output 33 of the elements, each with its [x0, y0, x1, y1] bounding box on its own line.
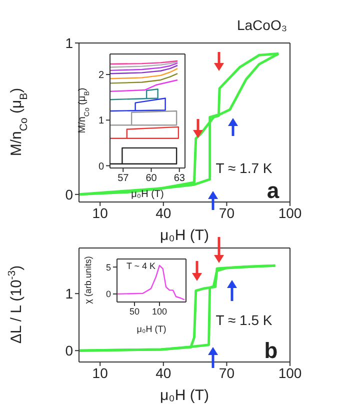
- y-tick-label: 1: [65, 34, 74, 51]
- y-tick-label: 5: [106, 262, 111, 272]
- x-axis-title: μ₀H (T): [160, 227, 210, 244]
- annotation: T ~ 4 K: [126, 261, 156, 271]
- y-tick-label: 0: [98, 161, 104, 172]
- x-tick-label: 60: [146, 173, 158, 184]
- text: LaCoO₃: [236, 17, 288, 33]
- y-tick-label: 0: [106, 289, 111, 300]
- x-tick-label: 40: [156, 204, 172, 221]
- x-tick-label: 40: [156, 364, 172, 381]
- x-tick-label: 50: [129, 306, 140, 316]
- y-tick-label: 2: [98, 70, 104, 82]
- y-tick-label: 1: [65, 286, 74, 302]
- annotation: b: [264, 338, 278, 363]
- annotation: a: [266, 178, 280, 203]
- x-tick-label: 100: [278, 204, 302, 221]
- y-tick-label: 0: [65, 342, 74, 359]
- x-tick-label: 10: [92, 364, 108, 381]
- y-tick-label: 1: [98, 116, 104, 127]
- x-tick-label: 57: [118, 173, 130, 184]
- y-tick-label: 0: [65, 186, 74, 202]
- annotation: T ≈ 1.5 K: [216, 312, 273, 328]
- x-tick-label: 100: [152, 306, 168, 316]
- x-axis-title: μ₀H (T): [160, 387, 210, 404]
- x-tick-label: 100: [278, 364, 302, 381]
- x-axis-title: μ₀H (T): [131, 189, 164, 200]
- x-tick-label: 70: [218, 364, 235, 381]
- annotation: T ≈ 1.7 K: [216, 160, 273, 176]
- y-axis-title: χ (arb.units): [83, 256, 93, 304]
- x-tick-label: 63: [174, 173, 186, 184]
- x-tick-label: 10: [92, 204, 108, 221]
- x-axis-title: μ₀H (T): [136, 324, 166, 334]
- x-tick-label: 70: [218, 204, 235, 221]
